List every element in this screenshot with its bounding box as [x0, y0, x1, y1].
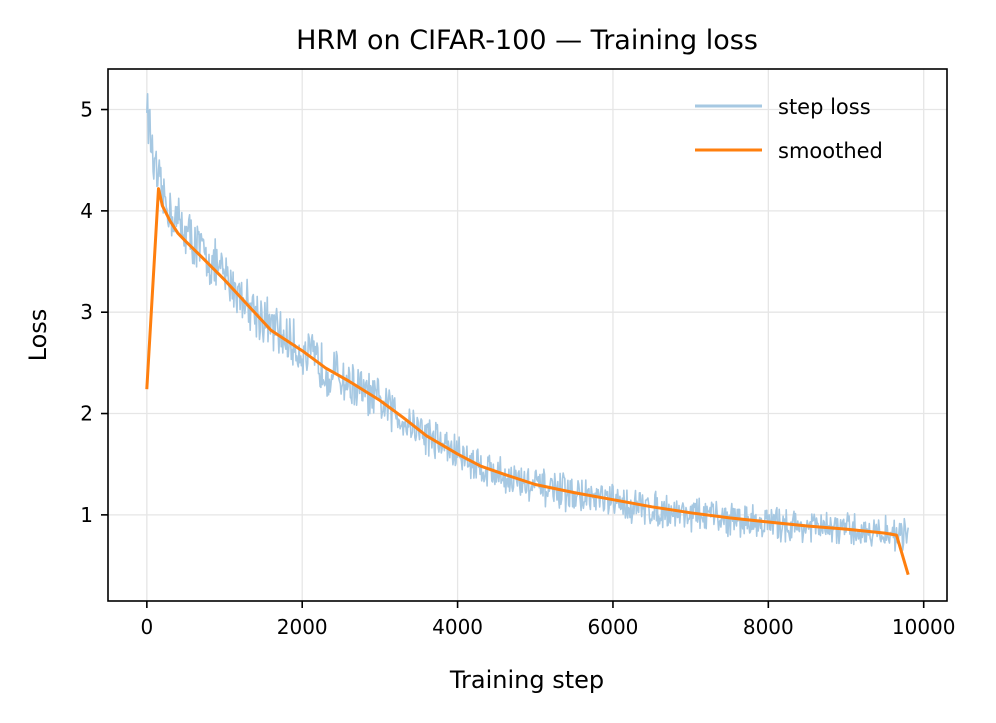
legend: step loss smoothed [695, 95, 883, 163]
y-axis: 1 2 3 4 5 [80, 98, 108, 527]
legend-label-step-loss: step loss [778, 95, 871, 119]
y-tick-label: 2 [80, 402, 93, 426]
series-line-step-loss [146, 93, 909, 552]
x-tick-label: 8000 [743, 615, 794, 639]
x-tick-label: 10000 [892, 615, 956, 639]
y-tick-label: 4 [80, 199, 93, 223]
y-tick-label: 1 [80, 503, 93, 527]
x-axis-label: Training step [449, 666, 604, 694]
legend-label-smoothed: smoothed [778, 139, 883, 163]
series-layer [145, 93, 910, 576]
x-tick-label: 6000 [588, 615, 639, 639]
y-tick-label: 5 [80, 98, 93, 122]
x-tick-label: 4000 [432, 615, 483, 639]
chart-title: HRM on CIFAR-100 — Training loss [296, 25, 758, 56]
series-line-smoothed [145, 187, 910, 576]
y-axis-label: Loss [24, 309, 52, 362]
x-tick-label: 2000 [277, 615, 328, 639]
plot-frame [107, 68, 948, 602]
x-tick-label: 0 [140, 615, 153, 639]
x-axis: 0 2000 4000 6000 8000 10000 [140, 601, 956, 639]
y-tick-label: 3 [80, 300, 93, 324]
